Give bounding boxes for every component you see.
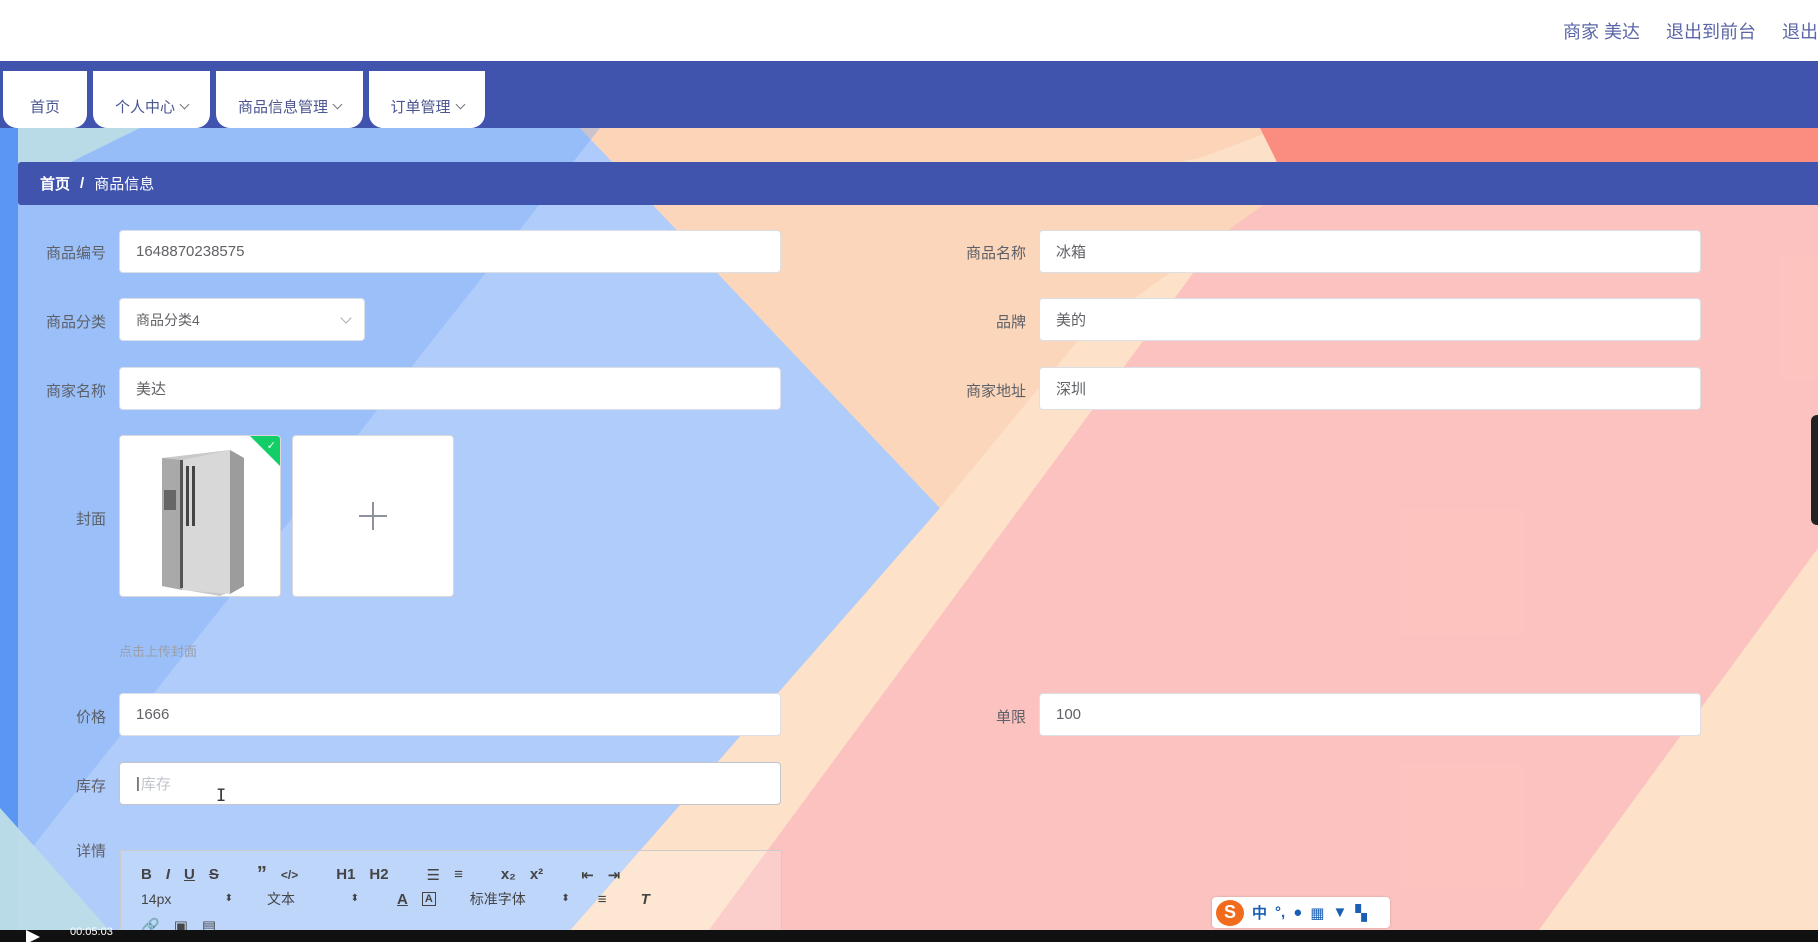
chevron-down-icon	[455, 99, 465, 109]
video-playback-bar: 00:05:03	[0, 926, 1818, 942]
chevron-down-icon	[179, 99, 190, 109]
block-type-value: 文本	[267, 891, 295, 907]
check-icon: ✓	[266, 440, 276, 452]
price-input[interactable]: 1666	[119, 693, 781, 736]
product-name-input[interactable]: 冰箱	[1039, 230, 1701, 273]
tab-product-management-label: 商品信息管理	[237, 99, 328, 116]
text-cursor-icon: I	[216, 786, 227, 806]
rich-text-editor[interactable]: B I U S ” </> H1 H2 ☰ ≡ x₂ x² ⇤ ⇥ 14px ⬍ …	[120, 850, 782, 942]
chevron-down-icon	[340, 312, 352, 324]
logout-link[interactable]: 退出	[1782, 22, 1818, 42]
font-size-value: 14px	[141, 891, 172, 907]
heading2-button[interactable]: H2	[369, 866, 389, 883]
breadcrumb: 首页 / 商品信息	[18, 162, 1818, 205]
tab-home[interactable]: 首页	[3, 71, 87, 128]
limit-label: 单限	[995, 709, 1026, 726]
italic-button[interactable]: I	[165, 866, 171, 883]
bold-button[interactable]: B	[141, 866, 152, 883]
subscript-button[interactable]: x₂	[500, 866, 516, 883]
font-family-value: 标准字体	[469, 891, 526, 907]
updown-icon: ⬍	[224, 893, 233, 904]
header-links: 商家 美达 退出到前台 退出	[1563, 18, 1818, 44]
align-icon[interactable]: ≡	[597, 890, 607, 908]
chevron-down-icon	[332, 99, 343, 109]
editor-toolbar-row-1: B I U S ” </> H1 H2 ☰ ≡ x₂ x² ⇤ ⇥	[141, 863, 620, 886]
cover-upload-button[interactable]	[292, 435, 454, 597]
side-drawer-handle[interactable]	[1811, 415, 1818, 525]
ordered-list-icon[interactable]: ☰	[426, 866, 441, 884]
background-color-icon[interactable]: A	[421, 892, 436, 906]
tab-product-management[interactable]: 商品信息管理	[216, 71, 363, 128]
indent-icon[interactable]: ⇥	[607, 866, 621, 884]
microphone-icon[interactable]: ●	[1293, 904, 1303, 921]
code-block-button[interactable]: </>	[280, 867, 299, 882]
keyboard-icon[interactable]: ▦	[1310, 904, 1325, 922]
brand-input[interactable]: 美的	[1039, 298, 1701, 341]
outdent-icon[interactable]: ⇤	[581, 866, 594, 884]
ime-mode-label[interactable]: 中	[1252, 905, 1268, 922]
block-type-select[interactable]: 文本 ⬍	[267, 889, 359, 909]
ime-punct-label[interactable]: °,	[1275, 904, 1286, 921]
upload-success-badge	[250, 436, 280, 466]
tab-order-management-label: 订单管理	[390, 99, 451, 116]
cover-thumbnail[interactable]: ✓	[119, 435, 281, 597]
refrigerator-image	[120, 436, 280, 596]
merchant-name-label: 商家名称	[45, 383, 106, 400]
editor-toolbar-row-2: 14px ⬍ 文本 ⬍ A A 标准字体 ⬍ ≡ T	[141, 889, 650, 909]
tab-personal-center-label: 个人中心	[114, 99, 175, 116]
breadcrumb-separator: /	[80, 175, 85, 192]
category-select-value: 商品分类4	[136, 311, 200, 328]
video-time: 00:05:03	[70, 926, 113, 938]
sogou-logo-icon: S	[1216, 899, 1244, 926]
toolbox-icon[interactable]: ▚	[1355, 904, 1367, 922]
category-select[interactable]: 商品分类4	[119, 298, 365, 341]
merchant-name-input[interactable]: 美达	[119, 367, 781, 410]
merchant-user-label: 商家 美达	[1562, 22, 1640, 42]
cover-upload-hint: 点击上传封面	[119, 644, 198, 659]
bullet-list-icon[interactable]: ≡	[454, 866, 463, 883]
product-name-label: 商品名称	[965, 245, 1026, 262]
category-label: 商品分类	[45, 314, 106, 331]
ime-toolbar[interactable]: S 中 °, ● ▦ ▼ ▚	[1212, 897, 1390, 928]
skin-icon[interactable]: ▼	[1332, 904, 1348, 921]
exit-to-front-link[interactable]: 退出到前台	[1666, 22, 1756, 42]
plus-icon	[359, 502, 387, 530]
strike-button[interactable]: S	[208, 866, 219, 883]
blockquote-button[interactable]: ”	[256, 863, 267, 885]
product-no-input[interactable]: 1648870238575	[119, 230, 781, 273]
limit-input[interactable]: 100	[1039, 693, 1701, 736]
stock-placeholder: 库存	[140, 776, 171, 793]
product-no-label: 商品编号	[45, 245, 106, 262]
play-icon[interactable]	[26, 930, 40, 942]
cover-label: 封面	[75, 511, 106, 528]
top-bar: 商家 美达 退出到前台 退出	[0, 0, 1818, 61]
stock-input[interactable]: | 库存	[119, 762, 781, 805]
tab-order-management[interactable]: 订单管理	[369, 71, 485, 128]
merchant-address-label: 商家地址	[965, 383, 1026, 400]
breadcrumb-current: 商品信息	[94, 176, 155, 193]
font-color-icon[interactable]: A	[397, 890, 408, 908]
detail-label: 详情	[75, 843, 106, 860]
tab-home-label: 首页	[29, 99, 60, 116]
clear-format-icon[interactable]: T	[640, 890, 650, 908]
price-label: 价格	[75, 709, 106, 726]
text-caret: |	[136, 775, 140, 792]
underline-button[interactable]: U	[184, 866, 195, 883]
stock-label: 库存	[75, 778, 106, 795]
main-nav: 首页 个人中心 商品信息管理 订单管理	[0, 61, 1818, 128]
updown-icon: ⬍	[350, 893, 359, 904]
tab-personal-center[interactable]: 个人中心	[93, 71, 210, 128]
updown-icon: ⬍	[561, 893, 570, 904]
font-size-select[interactable]: 14px ⬍	[141, 891, 233, 907]
superscript-button[interactable]: x²	[529, 866, 544, 883]
brand-label: 品牌	[995, 314, 1026, 331]
font-family-select[interactable]: 标准字体 ⬍	[470, 889, 570, 909]
heading1-button[interactable]: H1	[336, 866, 356, 883]
breadcrumb-home[interactable]: 首页	[40, 176, 71, 193]
merchant-address-input[interactable]: 深圳	[1039, 367, 1701, 410]
